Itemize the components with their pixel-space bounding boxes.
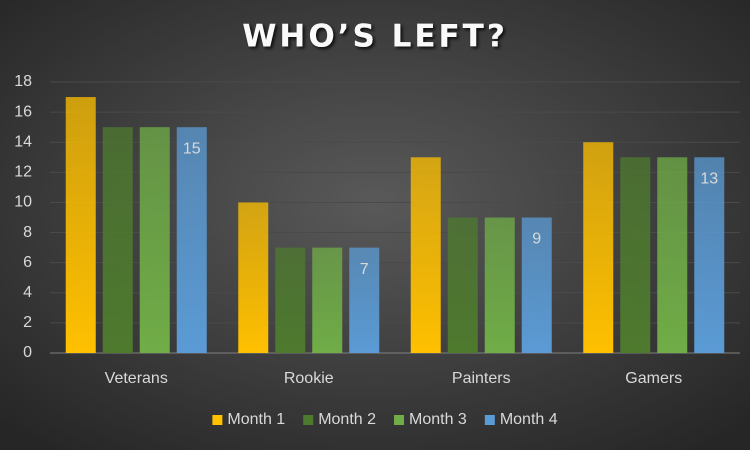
legend-swatch: [303, 415, 314, 425]
y-tick-label: 0: [23, 344, 32, 361]
y-tick-label: 4: [23, 284, 32, 301]
bar: [102, 127, 133, 354]
bar: [312, 247, 343, 353]
bar: [275, 247, 306, 353]
bar: [583, 142, 614, 353]
y-tick-label: 2: [23, 314, 32, 331]
y-tick-label: 14: [14, 133, 32, 150]
data-label: 9: [532, 231, 541, 248]
y-tick-label: 10: [14, 194, 32, 211]
data-label: 13: [700, 170, 718, 187]
bar: [521, 217, 552, 353]
y-tick-label: 8: [23, 224, 32, 241]
legend-swatch: [212, 415, 223, 425]
legend-label: Month 2: [318, 411, 376, 428]
x-tick-label: Painters: [452, 370, 511, 387]
chart-title: WHO’S LEFT?: [242, 19, 508, 55]
data-label: 7: [360, 261, 369, 278]
bar: [65, 97, 96, 353]
x-tick-label: Rookie: [284, 370, 334, 387]
bar: [657, 157, 688, 353]
bar: [620, 157, 651, 353]
data-label: 15: [183, 140, 201, 157]
x-tick-label: Gamers: [625, 370, 682, 387]
bar: [349, 247, 380, 353]
x-tick-label: Veterans: [105, 370, 168, 387]
legend-label: Month 3: [409, 411, 467, 428]
legend-label: Month 4: [500, 411, 558, 428]
bar: [139, 127, 170, 354]
bar: [484, 217, 515, 353]
y-tick-label: 12: [14, 164, 32, 181]
y-tick-label: 16: [14, 103, 32, 120]
bar: [447, 217, 478, 353]
bar: [176, 127, 207, 354]
legend-swatch: [394, 415, 404, 425]
y-tick-label: 6: [23, 254, 32, 271]
bar: [694, 157, 725, 353]
y-tick-label: 18: [14, 73, 32, 90]
legend-label: Month 1: [227, 411, 285, 428]
bar: [238, 202, 269, 353]
bar: [410, 157, 441, 353]
legend-swatch: [484, 415, 495, 425]
